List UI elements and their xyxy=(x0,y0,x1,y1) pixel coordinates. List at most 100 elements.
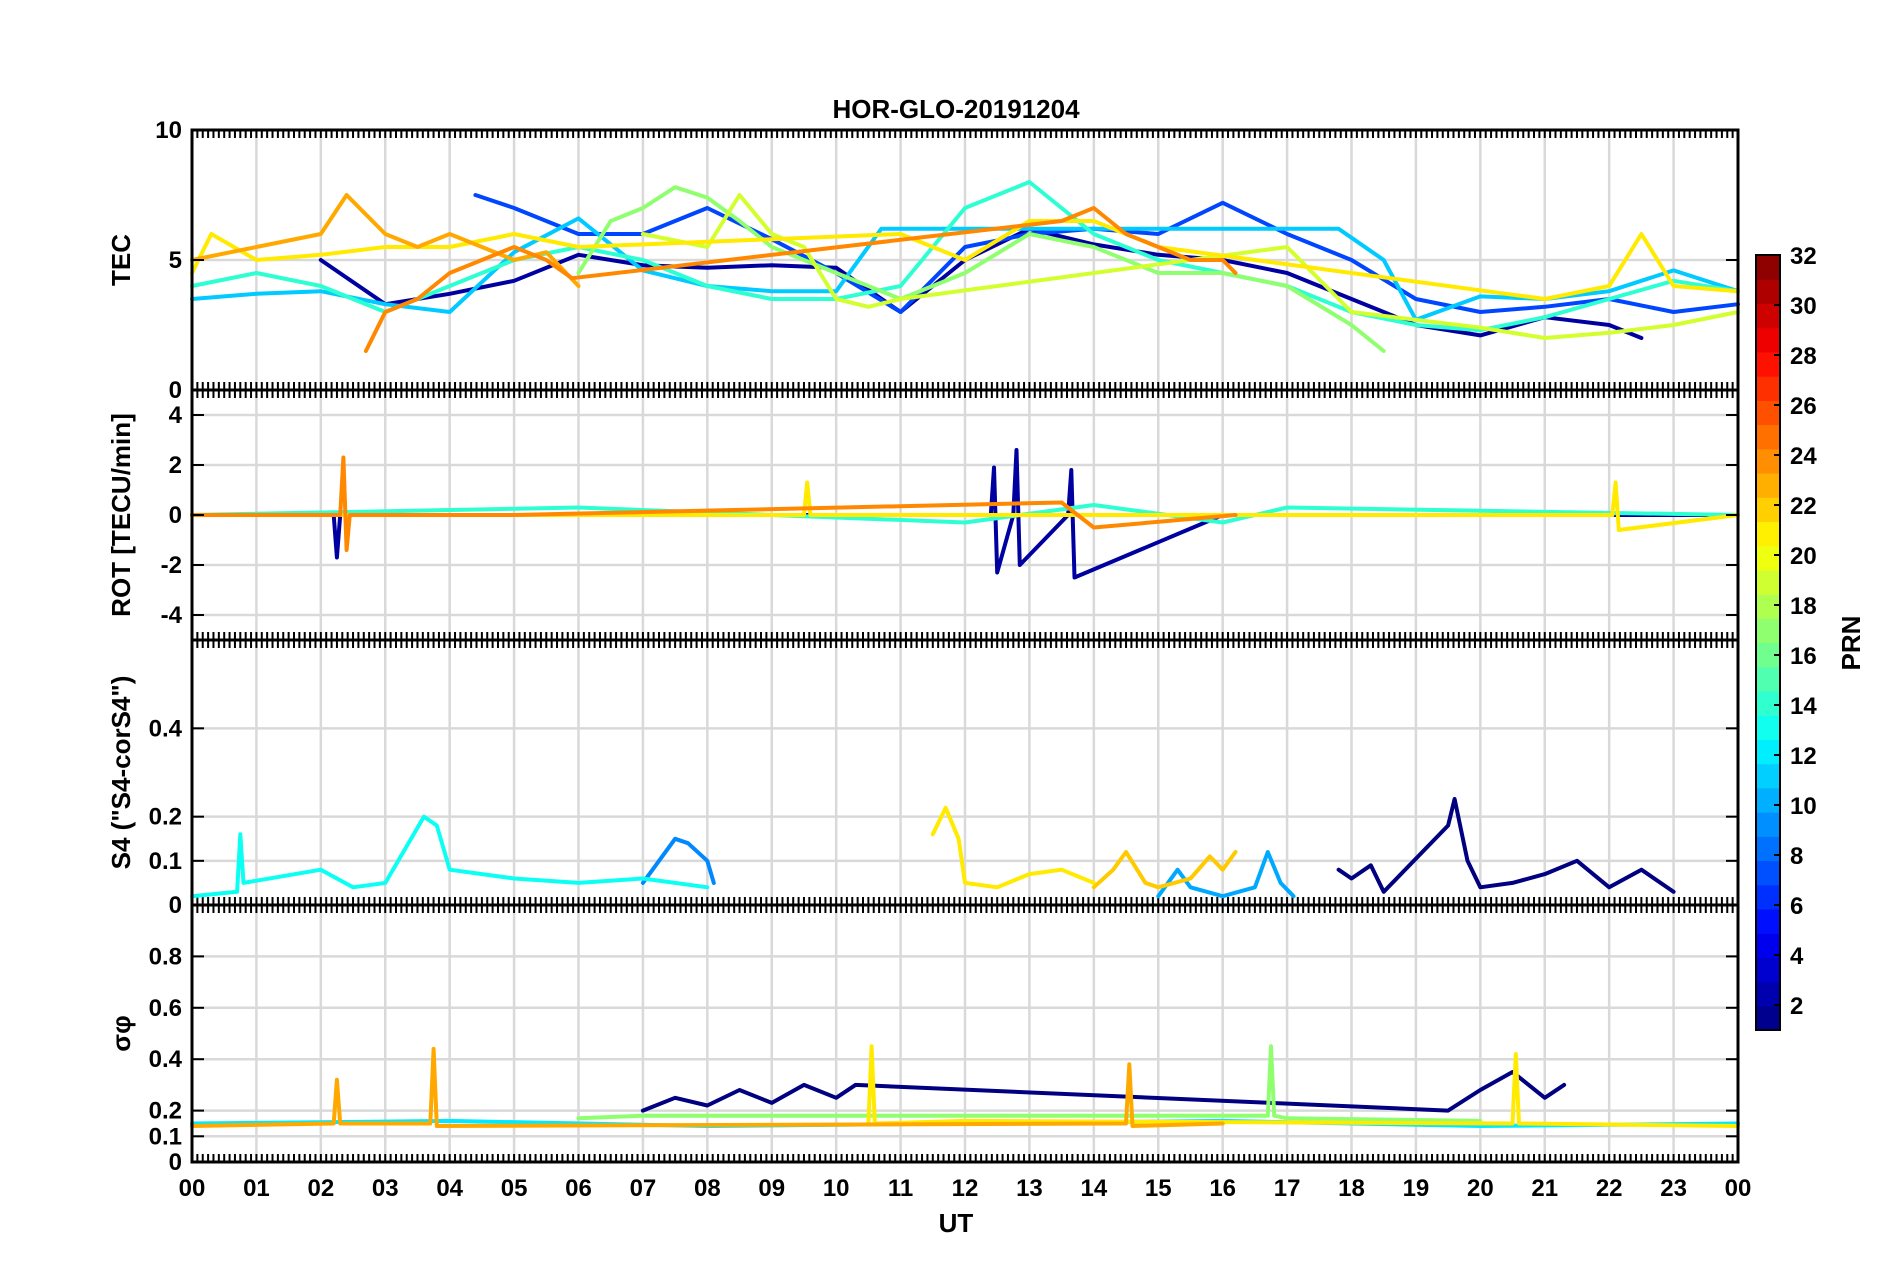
colorbar-tick-label: 20 xyxy=(1790,543,1817,570)
colorbar-segment xyxy=(1756,424,1780,450)
colorbar-tick-label: 18 xyxy=(1790,593,1817,620)
x-tick-label: 06 xyxy=(565,1175,592,1202)
colorbar-segment xyxy=(1756,836,1780,862)
colorbar-tick-label: 4 xyxy=(1790,943,1804,970)
colorbar-segment xyxy=(1756,448,1780,474)
series-line-prn-1 xyxy=(640,1070,1567,1113)
colorbar-tick-label: 24 xyxy=(1790,443,1817,470)
series-line-prn-10 xyxy=(1156,850,1296,899)
y-tick-label: 0.4 xyxy=(149,715,183,742)
series-line-prn-21 xyxy=(190,480,1740,532)
y-tick-label: 0 xyxy=(169,502,182,529)
series-line-prn-2 xyxy=(318,226,1644,340)
colorbar-segment xyxy=(1756,715,1780,740)
colorbar-segment xyxy=(1756,933,1780,958)
y-tick-label: 4 xyxy=(169,402,183,429)
series-line-prn-22 xyxy=(1091,850,1238,890)
x-tick-label: 14 xyxy=(1080,1175,1107,1202)
series-line-prn-24 xyxy=(190,455,1238,552)
y-tick-label: 0.2 xyxy=(149,804,182,831)
colorbar-label: PRN xyxy=(1836,616,1866,671)
colorbar-segment xyxy=(1756,255,1780,280)
chart-title: HOR-GLO-20191204 xyxy=(832,94,1080,124)
panel-2: -4 -2 0 2 4 ROT [TECU/min] xyxy=(106,388,1740,642)
y-axis-label: TEC xyxy=(106,234,136,286)
y-tick-label: 0 xyxy=(169,892,182,919)
colorbar-segment xyxy=(1756,545,1780,571)
colorbar-segment xyxy=(1756,327,1780,353)
series-line-prn-21 xyxy=(866,1044,1740,1128)
colorbar-frame xyxy=(1755,254,1781,1031)
y-axis-label: ROT [TECU/min] xyxy=(106,413,136,617)
colorbar-segment xyxy=(1756,739,1780,765)
y-tick-label: -4 xyxy=(161,602,183,629)
x-tick-label: 20 xyxy=(1467,1175,1494,1202)
colorbar-segment xyxy=(1756,908,1780,934)
x-tick-label: 10 xyxy=(823,1175,850,1202)
series-line-prn-2 xyxy=(190,448,1740,580)
colorbar-segment xyxy=(1756,860,1780,886)
colorbar-segment xyxy=(1756,303,1780,329)
series-line-prn-13 xyxy=(190,814,710,899)
x-tick-label: 05 xyxy=(501,1175,528,1202)
x-tick-label: 18 xyxy=(1338,1175,1365,1202)
colorbar-tick-label: 16 xyxy=(1790,643,1817,670)
x-tick-label: 11 xyxy=(888,1175,913,1202)
colorbar-tick-label: 8 xyxy=(1790,843,1803,870)
y-tick-label: -2 xyxy=(161,552,182,579)
x-tick-label: 22 xyxy=(1596,1175,1623,1202)
colorbar-segment xyxy=(1756,279,1780,305)
x-tick-label: 13 xyxy=(1016,1175,1043,1202)
colorbar-segment xyxy=(1756,569,1780,595)
colorbar-tick-label: 2 xyxy=(1790,993,1803,1020)
panel-1: 0 5 10 TEC xyxy=(106,117,1740,404)
colorbar-tick-label: 30 xyxy=(1790,293,1817,320)
colorbar-tick-label: 32 xyxy=(1790,243,1817,270)
x-tick-label: 04 xyxy=(436,1175,463,1202)
colorbar-segment xyxy=(1756,763,1780,789)
series-line-prn-23 xyxy=(190,193,581,288)
series-line-prn-19 xyxy=(640,193,1740,340)
colorbar-segment xyxy=(1756,376,1780,401)
x-tick-label: 23 xyxy=(1660,1175,1687,1202)
y-tick-label: 0.1 xyxy=(149,848,182,875)
x-tick-label: 15 xyxy=(1145,1175,1172,1202)
colorbar-tick-label: 12 xyxy=(1790,743,1817,770)
colorbar-segment xyxy=(1756,472,1780,498)
series-line-prn-1 xyxy=(1336,797,1676,894)
colorbar-segment xyxy=(1756,981,1780,1007)
x-tick-label: 01 xyxy=(243,1175,270,1202)
panel-4: 00.10.2 0.4 0.6 0.8 σφ xyxy=(106,903,1740,1176)
colorbar-segment xyxy=(1756,812,1780,837)
y-tick-label: 0.8 xyxy=(149,943,182,970)
colorbar-tick-label: 10 xyxy=(1790,793,1817,820)
x-tick-label: 07 xyxy=(630,1175,657,1202)
colorbar-segment xyxy=(1756,787,1780,813)
panel-frame xyxy=(190,903,1740,1164)
series-line-prn-14 xyxy=(190,180,1740,333)
panel-3: 0 0.1 0.2 0.4 S4 ("S4-corS4") xyxy=(106,638,1740,919)
y-tick-label: 10 xyxy=(155,117,182,144)
x-tick-label: 21 xyxy=(1531,1175,1558,1202)
colorbar-segment xyxy=(1756,618,1780,644)
x-tick-label: 17 xyxy=(1274,1175,1301,1202)
series-line-prn-24 xyxy=(363,206,1238,353)
colorbar-segment xyxy=(1756,957,1780,983)
x-tick-label: 08 xyxy=(694,1175,721,1202)
colorbar-segment xyxy=(1756,690,1780,716)
x-tick-label: 19 xyxy=(1403,1175,1430,1202)
y-tick-label: 0.1 xyxy=(149,1123,182,1150)
y-tick-label: 2 xyxy=(169,452,182,479)
colorbar-segment xyxy=(1756,666,1780,692)
y-axis-label: S4 ("S4-corS4") xyxy=(106,676,136,870)
colorbar-segment xyxy=(1756,521,1780,547)
series-line-prn-23 xyxy=(190,1046,1225,1128)
y-tick-label: 5 xyxy=(169,247,182,274)
x-axis-label: UT xyxy=(939,1208,974,1238)
y-tick-label: 0.6 xyxy=(149,995,182,1022)
colorbar-tick-label: 6 xyxy=(1790,893,1803,920)
colorbar-tick-label: 14 xyxy=(1790,693,1817,720)
y-axis-label: σφ xyxy=(106,1015,136,1051)
